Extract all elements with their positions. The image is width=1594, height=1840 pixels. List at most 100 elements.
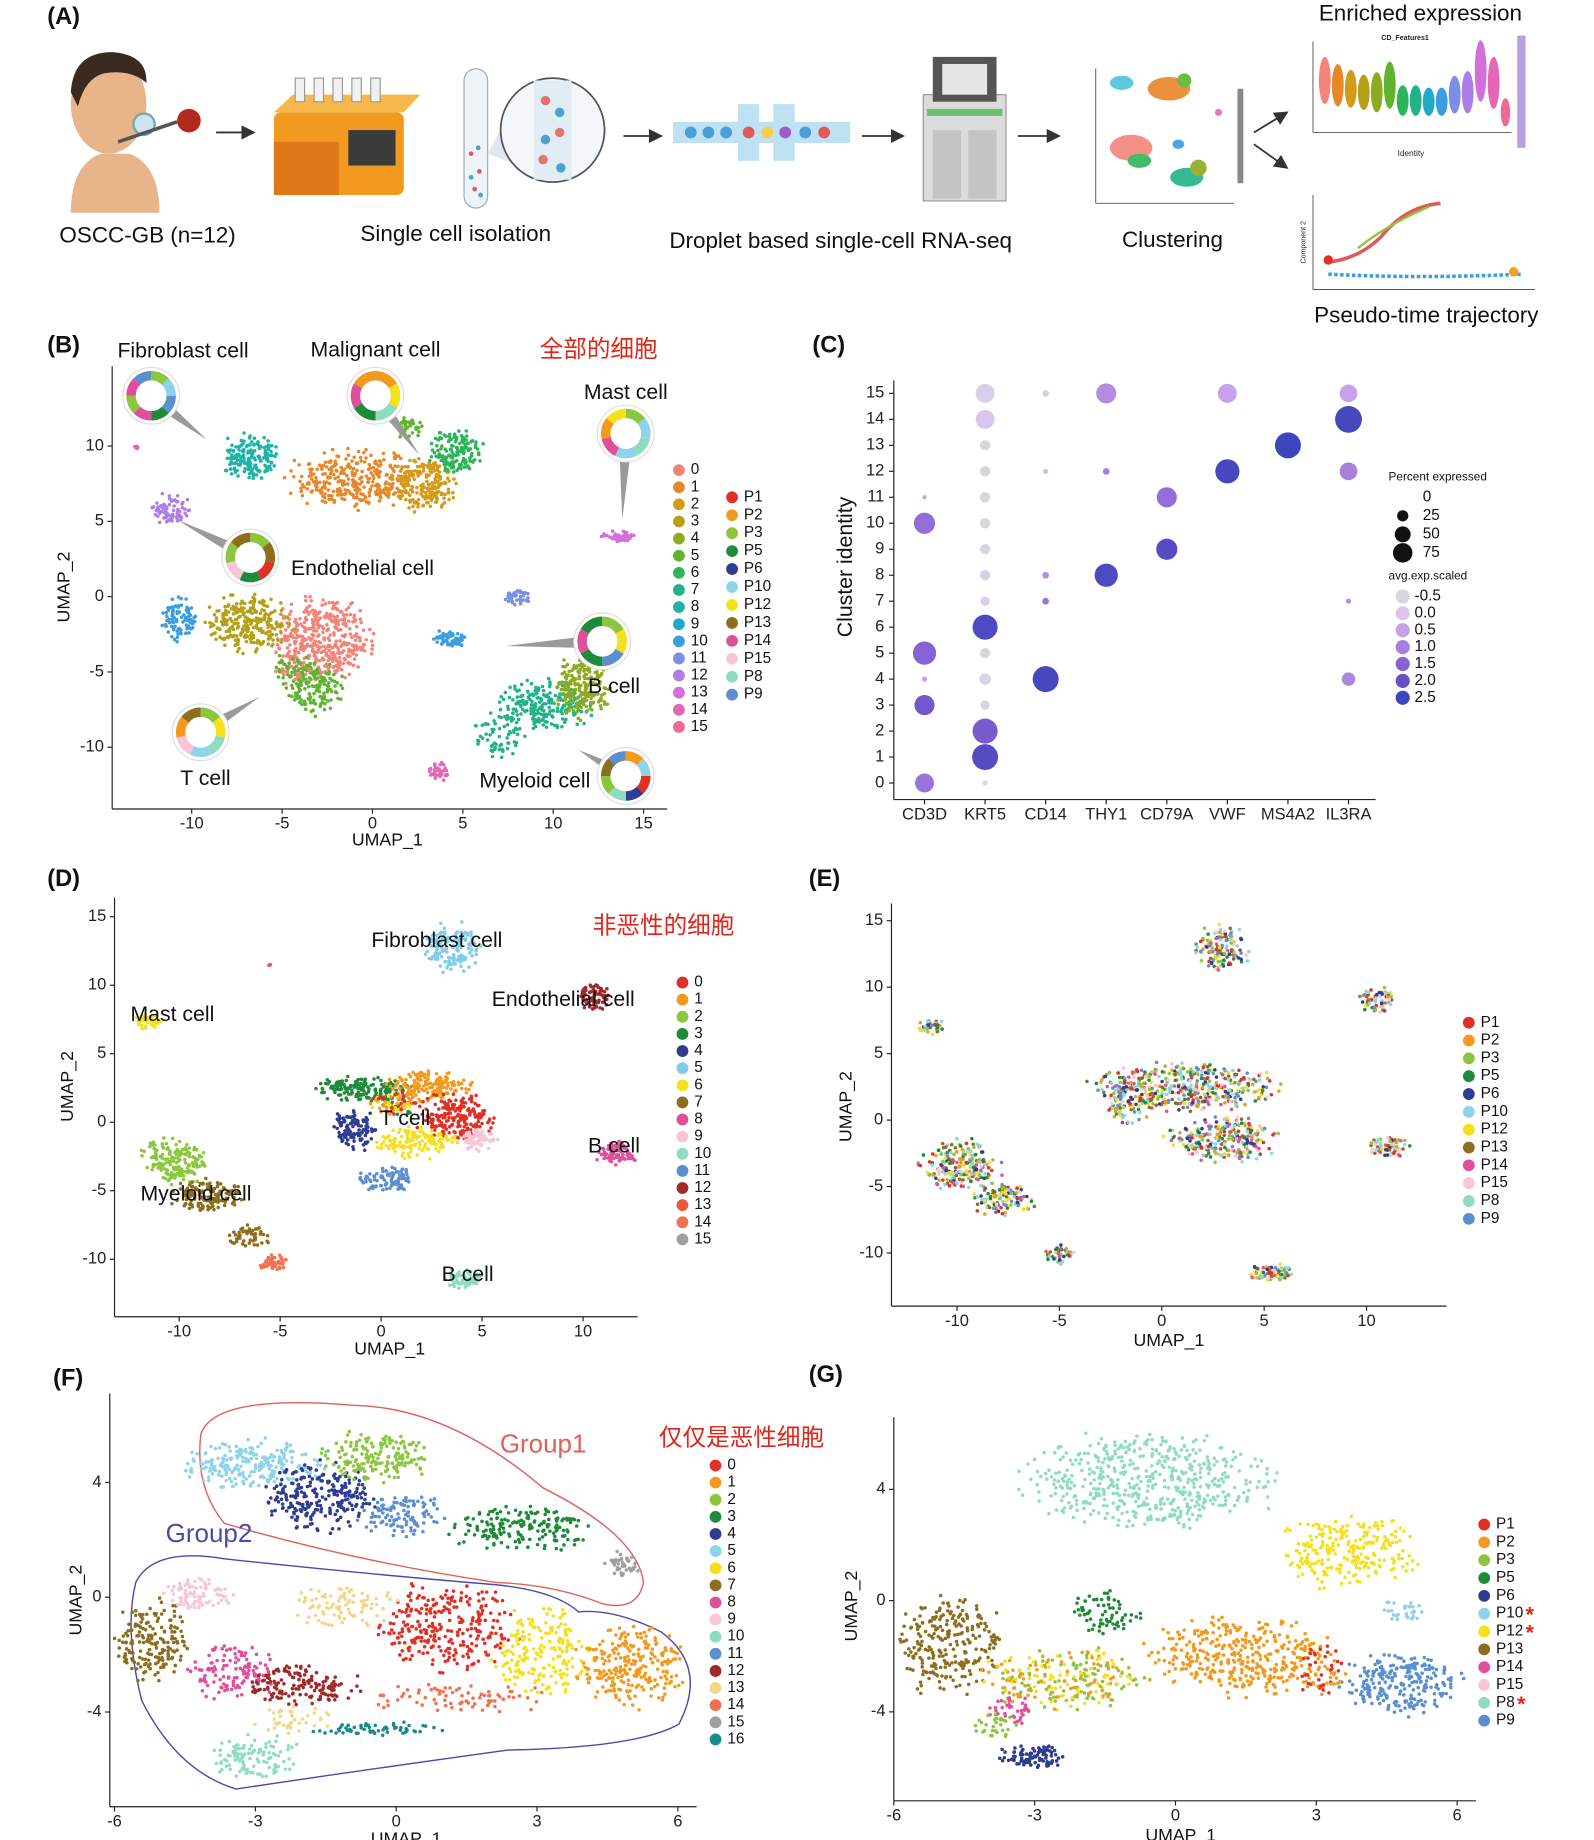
cell-point [1245,959,1250,963]
cell-point [1219,1102,1223,1107]
cell-point [178,1150,183,1154]
cell-point [433,1147,438,1151]
cell-point [253,465,257,469]
cell-point [174,1142,178,1147]
cell-point [344,1096,349,1100]
cell-point [1160,1079,1164,1084]
cell-point [465,1108,470,1112]
cell-point [482,1112,486,1116]
cell-point [462,1125,467,1129]
cell-point [212,1207,216,1212]
cell-point [1099,1080,1103,1084]
cell-point [1182,1093,1186,1097]
cell-point [277,653,282,658]
cell-point [201,1151,206,1155]
cell-point [292,627,296,631]
cell-point [480,1121,484,1126]
cell-point [313,702,318,706]
cell-point [328,460,332,465]
cell-point [230,593,235,597]
cell-point [339,628,343,632]
cell-point [260,608,264,612]
cell-point [368,1111,372,1116]
cell-point [250,611,255,616]
cell-point [406,1101,410,1106]
cell-point [381,1169,385,1174]
cell-point [290,670,294,675]
cell-point [444,634,449,639]
cell-point [421,494,425,499]
cell-point [1201,936,1205,941]
cell-point [304,655,309,660]
cell-point [327,1079,332,1084]
cell-point [434,454,438,459]
cell-point [453,1134,457,1138]
cell-point [280,624,285,628]
cell-point [327,671,331,676]
cell-point [402,482,406,486]
cell-point [296,658,300,662]
cell-point [463,1114,468,1119]
cell-point [364,1129,368,1133]
cell-point [455,1140,460,1145]
cell-point [363,1140,368,1145]
cell-point [418,1099,422,1103]
cell-point [1139,1068,1144,1073]
cell-point [328,471,333,476]
cell-point [341,661,346,666]
cell-point [487,1132,492,1136]
cell-point [326,636,331,640]
cell-point [298,479,302,484]
cell-point [432,768,437,772]
cell-point [297,634,301,639]
cell-point [476,739,481,743]
cell-point [320,700,324,705]
cell-point [323,471,328,476]
cell-point [383,1089,388,1093]
cell-point [426,1077,430,1081]
cell-point [576,682,580,686]
cell-point [313,639,317,643]
cell-point [284,638,289,643]
cell-point [412,1089,417,1094]
cell-point [332,653,337,658]
cell-point [315,467,319,472]
cell-point [257,455,262,460]
cell-point [434,1079,438,1084]
cell-point [228,467,233,471]
cell-point [336,647,341,651]
cell-point [371,476,376,480]
cell-point [296,650,301,655]
cell-point [576,700,581,705]
cell-point [411,1138,415,1142]
cell-point [254,649,258,653]
cell-point [240,627,245,631]
cell-point [412,500,417,505]
cell-point [1226,1077,1231,1082]
cell-point [227,1233,232,1238]
cell-point [364,1179,368,1184]
cell-point [391,492,396,496]
cell-point [171,1159,176,1164]
cell-point [360,1130,364,1135]
cell-point [236,462,241,467]
cell-point [286,667,290,671]
cell-point [248,1238,253,1242]
cell-point [350,643,355,648]
cell-point [441,970,445,975]
cell-point [560,717,565,721]
cell-point [333,459,337,464]
cell-point [515,713,520,717]
cell-point [1205,1100,1210,1104]
cell-point [440,641,445,645]
cell-point [327,648,332,653]
cell-point [1246,1088,1250,1093]
cell-point [462,1078,466,1082]
cell-point [383,1099,388,1104]
cell-point [188,1169,193,1173]
cell-point [555,706,560,710]
cell-point [469,440,473,444]
cell-point [334,469,339,473]
cell-point [165,506,169,511]
cell-point [352,495,356,500]
